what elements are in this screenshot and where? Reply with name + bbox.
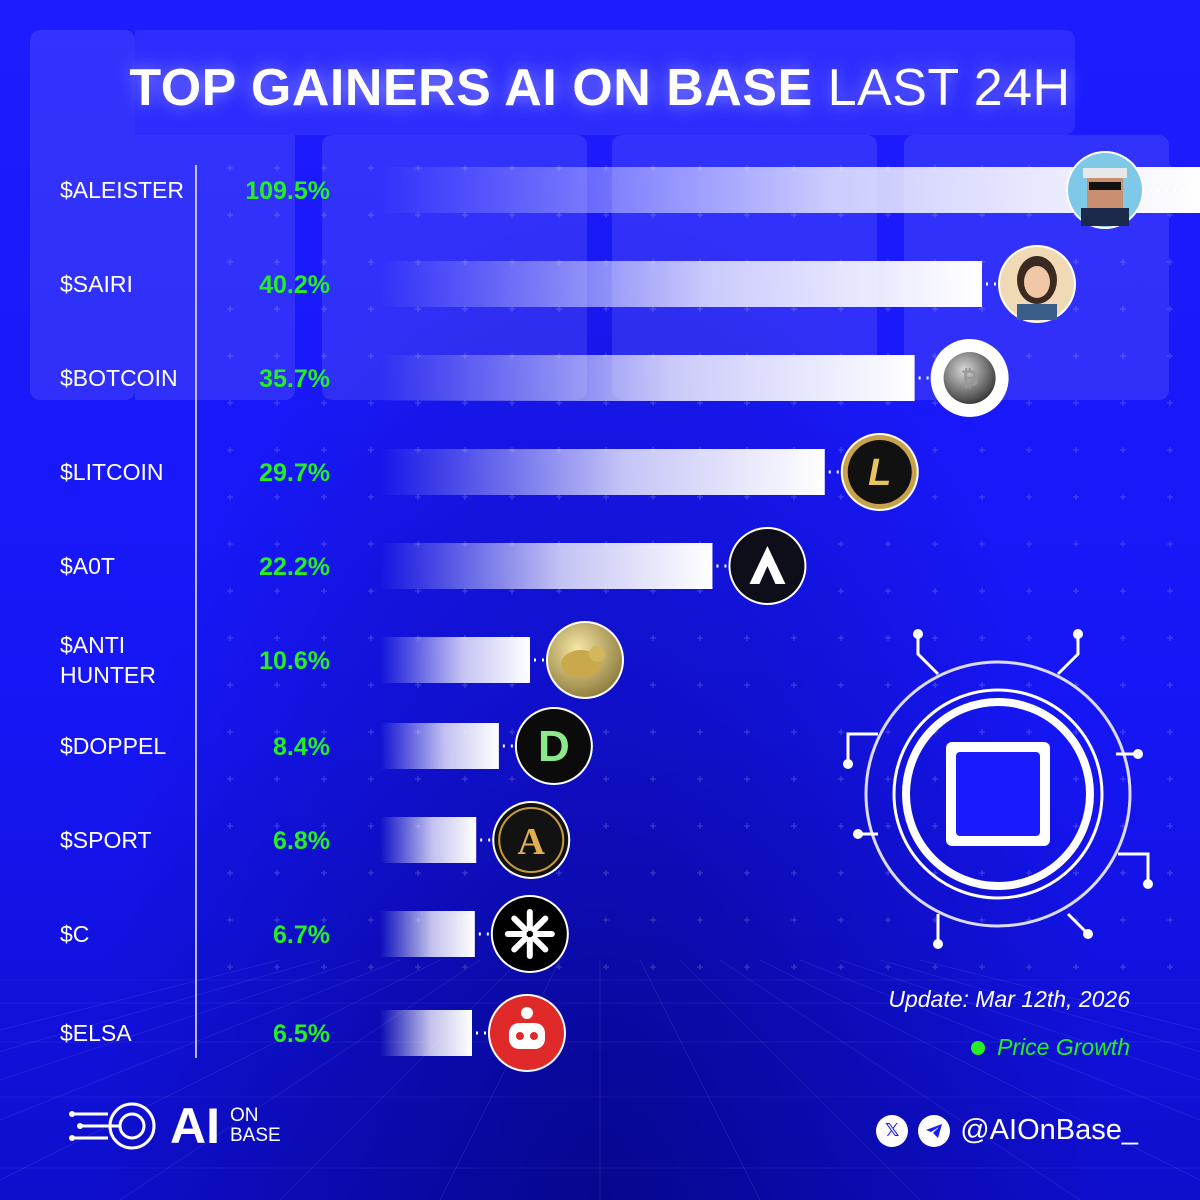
value-label: 6.7% (273, 921, 330, 949)
bar (380, 543, 713, 589)
bar (380, 723, 499, 769)
update-date: Update: Mar 12th, 2026 (888, 986, 1130, 1012)
brand-base-text: BASE (230, 1125, 281, 1146)
title-bold: TOP GAINERS AI ON BASE (129, 59, 813, 117)
category-label: $SAIRI (60, 271, 133, 297)
category-label: $ELSA (60, 1020, 132, 1046)
brand-sub: ON BASE (230, 1106, 281, 1146)
category-label: $A0T (60, 553, 115, 579)
background-panel (30, 30, 135, 400)
bar (380, 449, 825, 495)
botcoin-coin-icon: ₿ (930, 339, 1009, 417)
brand-logo: AI ON BASE (68, 1098, 281, 1154)
circuit-logo-icon (69, 1102, 156, 1150)
category-label: $LITCOIN (60, 459, 164, 485)
category-label: $ANTI HUNTER (60, 632, 156, 688)
aleister-avatar-icon (1066, 151, 1144, 229)
bar (380, 911, 475, 957)
background-panel (135, 30, 1075, 135)
svg-text:₿: ₿ (961, 367, 979, 392)
litcoin-coin-icon: L (840, 433, 919, 511)
value-label: 8.4% (273, 733, 330, 761)
bar (380, 637, 530, 683)
svg-text:A: A (517, 821, 545, 863)
sairi-avatar-icon (998, 245, 1076, 323)
value-label: 6.8% (273, 827, 330, 855)
value-label: 10.6% (259, 647, 330, 675)
background-panel (135, 135, 295, 400)
bar (380, 261, 982, 307)
category-label: $SPORT (60, 827, 152, 853)
category-label: $DOPPEL (60, 733, 166, 759)
c-logo-icon (490, 895, 569, 973)
category-label: $ALEISTER (60, 177, 184, 203)
chip-icon (843, 629, 1153, 949)
value-label: 109.5% (245, 177, 330, 205)
value-label: 35.7% (259, 365, 330, 393)
brand-ai-text: AI (170, 1098, 220, 1154)
bar (380, 355, 915, 401)
svg-text:D: D (538, 722, 570, 771)
sport-logo-icon: A (492, 801, 571, 879)
handle-text: @AIOnBase_ (960, 1114, 1138, 1146)
legend-label: Price Growth (997, 1034, 1130, 1060)
svg-text:L: L (868, 452, 891, 494)
legend: Price Growth (971, 1034, 1130, 1061)
a0t-logo-icon (728, 527, 807, 605)
value-label: 6.5% (273, 1020, 330, 1048)
brand-on-text: ON (230, 1105, 259, 1127)
antihunter-coin-icon (546, 621, 624, 699)
bar (380, 167, 1200, 213)
category-label: $BOTCOIN (60, 365, 178, 391)
title-light: LAST 24H (827, 59, 1071, 117)
chart-title: TOP GAINERS AI ON BASE LAST 24H (0, 58, 1200, 118)
telegram-icon[interactable] (918, 1114, 951, 1147)
x-icon[interactable]: 𝕏 (876, 1114, 909, 1147)
value-label: 22.2% (259, 553, 330, 581)
value-label: 29.7% (259, 459, 330, 487)
social-handle: 𝕏 @AIOnBase_ (876, 1114, 1138, 1147)
category-label: $C (60, 921, 89, 947)
value-label: 40.2% (259, 271, 330, 299)
bar (380, 817, 477, 863)
bar (380, 1010, 472, 1056)
elsa-robot-icon (487, 994, 566, 1072)
legend-swatch (971, 1040, 986, 1055)
doppel-logo-icon: D (514, 707, 593, 785)
